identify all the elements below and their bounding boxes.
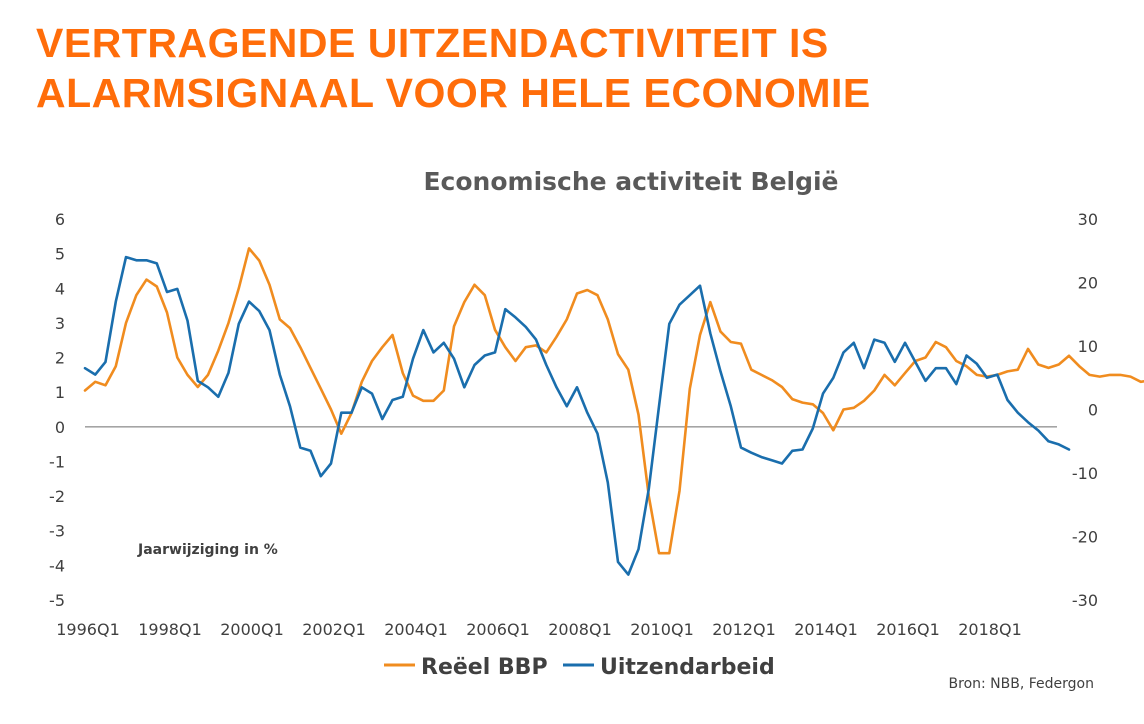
y-left-tick-label: -3: [49, 522, 65, 541]
y-right-tick-label: 30: [1078, 210, 1098, 229]
x-axis: 1996Q1 1998Q1 2000Q1 2002Q1 2004Q1 2006Q1 2008…: [56, 620, 1022, 639]
legend-label-bbp: Reëel BBP: [421, 655, 548, 680]
y-left-tick-label: -2: [49, 487, 65, 506]
y-left-tick-label: 5: [55, 245, 65, 264]
x-tick-label: 2000Q1: [220, 620, 284, 639]
y-right-tick-label: -20: [1072, 528, 1098, 547]
slide-title-line-1: VERTRAGENDE UITZENDACTIVITEIT IS: [36, 20, 829, 66]
x-tick-label: 2006Q1: [466, 620, 530, 639]
y-left-tick-label: 3: [55, 314, 65, 333]
x-tick-label: 2002Q1: [302, 620, 366, 639]
x-tick-label: 2004Q1: [384, 620, 448, 639]
series-line-uitzendarbeid: [83, 255, 1071, 576]
x-tick-label: 2008Q1: [548, 620, 612, 639]
x-tick-label: 1998Q1: [138, 620, 202, 639]
source-note: Bron: NBB, Federgon: [949, 676, 1094, 692]
y-left-tick-label: 2: [55, 349, 65, 368]
x-tick-label: 2018Q1: [958, 620, 1022, 639]
y-left-tick-label: -4: [49, 556, 65, 575]
y-right-tick-label: 10: [1078, 337, 1098, 356]
y-left-tick-label: 0: [55, 418, 65, 437]
slide-title-line-2: ALARMSIGNAAL VOOR HELE ECONOMIE: [36, 70, 871, 116]
x-tick-label: 2016Q1: [876, 620, 940, 639]
series-group: [83, 247, 1144, 576]
axis-annotation: Jaarwijziging in %: [137, 542, 278, 558]
legend-label-uitzend: Uitzendarbeid: [600, 655, 775, 680]
y-right-tick-label: -30: [1072, 591, 1098, 610]
y-left-tick-label: 4: [55, 279, 65, 298]
y-right-tick-label: 20: [1078, 274, 1098, 293]
y-left-tick-label: 6: [55, 210, 65, 229]
y-left-tick-label: -5: [49, 591, 65, 610]
series-line-reeel-bbp: [83, 247, 1144, 555]
x-tick-label: 2010Q1: [630, 620, 694, 639]
y-left-tick-label: -1: [49, 452, 65, 471]
y-left-tick-label: 1: [55, 383, 65, 402]
x-tick-label: 2012Q1: [712, 620, 776, 639]
y-right-tick-label: 0: [1088, 401, 1098, 420]
x-tick-label: 2014Q1: [794, 620, 858, 639]
legend: Reëel BBP Uitzendarbeid: [384, 655, 775, 680]
x-tick-label: 1996Q1: [56, 620, 120, 639]
slide-title: VERTRAGENDE UITZENDACTIVITEIT IS ALARMSI…: [36, 18, 871, 118]
y-axis-right: 30 20 10 0 -10 -20 -30: [1072, 210, 1098, 610]
y-axis-left: 6 5 4 3 2 1 0 -1 -2 -3 -4 -5: [49, 210, 65, 610]
y-right-tick-label: -10: [1072, 464, 1098, 483]
chart-title: Economische activiteit België: [423, 167, 838, 196]
